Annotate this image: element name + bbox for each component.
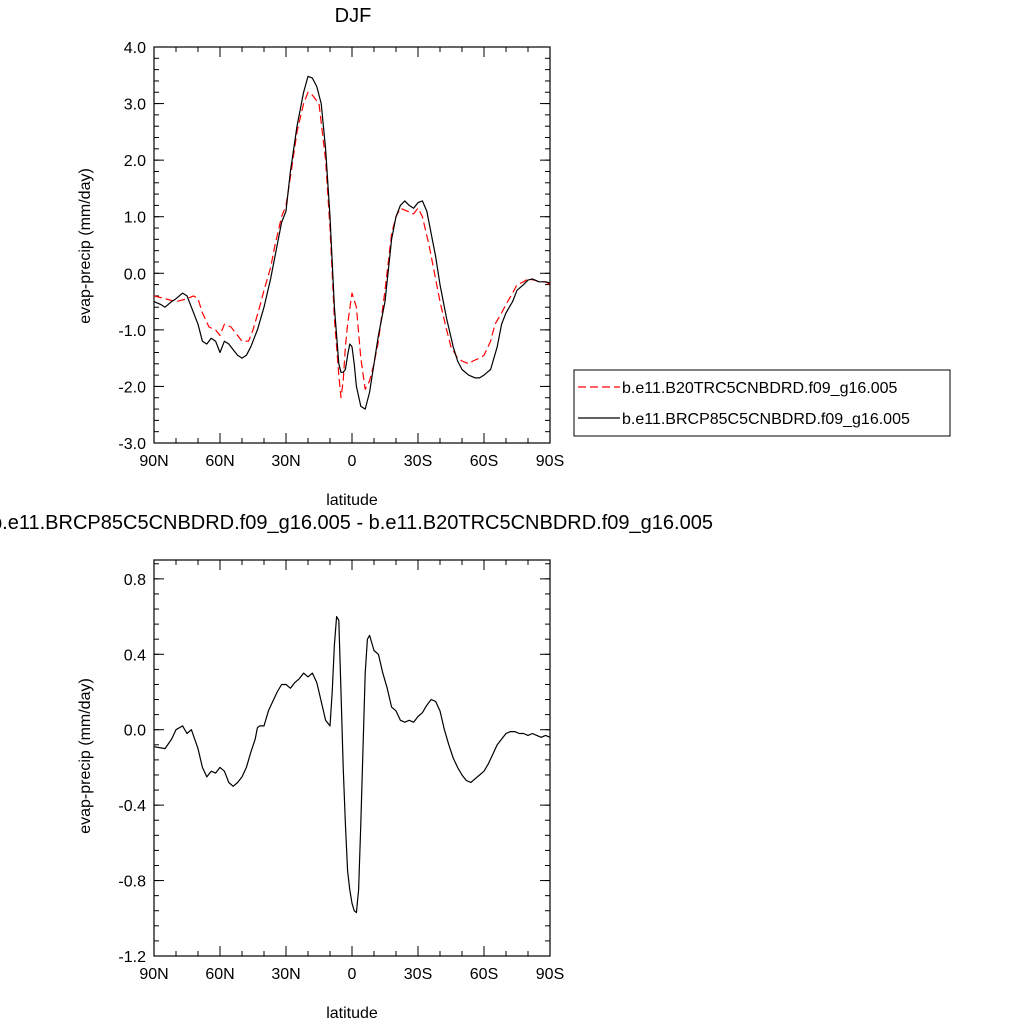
series-line-1 [153,615,551,914]
bottom-x-axis-label: latitude [326,1005,378,1022]
top-x-axis-label: latitude [326,492,378,509]
y-tick-label: -1.2 [118,949,146,966]
x-tick-label: 30N [271,453,300,470]
x-tick-label: 30S [404,966,432,983]
x-tick-label: 30N [271,966,300,983]
y-tick-label: -1.0 [118,323,146,340]
y-tick-label: 3.0 [124,97,146,114]
legend-label-series-1: b.e11.B20TRC5CNBDRD.f09_g16.005 [622,380,898,397]
series-line-1 [153,91,551,399]
y-tick-label: 0.8 [124,572,146,589]
x-tick-label: 90N [139,453,168,470]
top-y-axis-label: evap-precip (mm/day) [77,168,94,324]
top-chart-title: DJF [335,5,372,27]
y-tick-label: -0.8 [118,874,146,891]
legend-label-series-2: b.e11.BRCP85C5CNBDRD.f09_g16.005 [622,411,910,428]
x-tick-label: 60N [205,966,234,983]
top-panel: DJF 90N 60N 30N 0 30S 60S 90S -3.0 -2.0 -1.0 0.0 1.… [77,5,564,509]
x-tick-label: 90S [536,453,564,470]
x-tick-label: 0 [348,453,357,470]
x-tick-label: 60S [470,966,498,983]
series-line-2 [153,75,551,410]
plot-frame [153,46,551,444]
y-tick-label: 4.0 [124,40,146,57]
y-tick-label: 2.0 [124,153,146,170]
legend-box [573,369,951,437]
bottom-y-axis-label: evap-precip (mm/day) [77,678,94,834]
legend: b.e11.B20TRC5CNBDRD.f09_g16.005 b.e11.BR… [573,369,951,437]
y-tick-label: 0.0 [124,266,146,283]
x-tick-label: 0 [348,966,357,983]
y-tick-label: 0.4 [124,647,146,664]
y-tick-label: -3.0 [118,436,146,453]
y-tick-label: -0.4 [118,798,146,815]
y-tick-label: 1.0 [124,210,146,227]
bottom-panel: b.e11.BRCP85C5CNBDRD.f09_g16.005 - b.e11… [0,512,713,1022]
x-tick-label: 60S [470,453,498,470]
bottom-plot-area: 90N 60N 30N 0 30S 60S 90S -1.2 -0.8 -0.4 0.0 0.4 0.8 [118,559,564,983]
x-tick-label: 30S [404,453,432,470]
y-tick-label: -2.0 [118,379,146,396]
y-tick-label: 0.0 [124,723,146,740]
x-tick-label: 90S [536,966,564,983]
x-tick-label: 60N [205,453,234,470]
top-plot-area: 90N 60N 30N 0 30S 60S 90S -3.0 -2.0 -1.0 0.0 1.0 2.0… [118,40,564,470]
bottom-chart-title: b.e11.BRCP85C5CNBDRD.f09_g16.005 - b.e11… [0,512,713,534]
x-tick-label: 90N [139,966,168,983]
